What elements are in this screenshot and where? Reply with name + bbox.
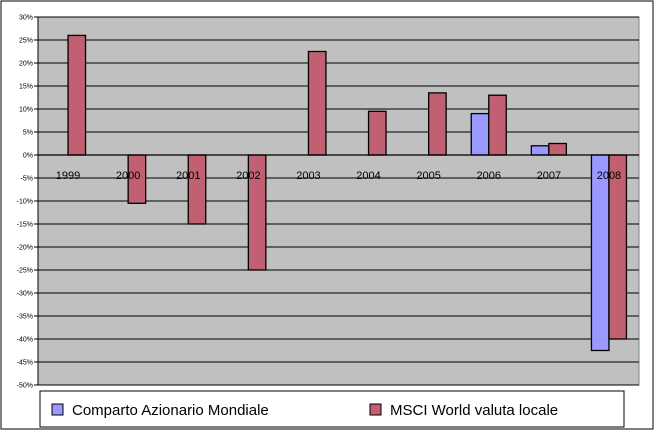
bar-msci-2001 xyxy=(187,154,207,225)
x-tick-label-2001: 2001 xyxy=(176,170,200,182)
x-tick-label-2007: 2007 xyxy=(537,170,561,182)
legend-label-msci: MSCI World valuta locale xyxy=(390,402,558,419)
y-tick-label: 10% xyxy=(19,107,33,114)
bar-msci-2003 xyxy=(307,50,327,156)
y-tick-label: 20% xyxy=(19,61,33,68)
y-tick-label: -45% xyxy=(17,360,33,367)
y-tick-label: -40% xyxy=(17,337,33,344)
y-tick-label: -25% xyxy=(17,268,33,275)
y-tick-label: -5% xyxy=(21,176,33,183)
x-tick-label-2002: 2002 xyxy=(236,170,260,182)
legend-swatch-comparto xyxy=(51,403,64,416)
legend xyxy=(39,390,625,428)
y-tick-label: -10% xyxy=(17,199,33,206)
y-tick-label: -50% xyxy=(17,383,33,390)
x-tick-label-2004: 2004 xyxy=(356,170,380,182)
bar-comparto-2007 xyxy=(530,145,550,156)
legend-swatch-msci xyxy=(369,403,382,416)
y-tick-label: -20% xyxy=(17,245,33,252)
x-tick-label-2005: 2005 xyxy=(416,170,440,182)
y-tick-label: -35% xyxy=(17,314,33,321)
y-tick-label: 0% xyxy=(23,153,33,160)
bar-msci-2005 xyxy=(427,92,447,156)
bar-comparto-2008 xyxy=(590,154,610,352)
bar-msci-1999 xyxy=(67,34,87,156)
bar-comparto-2006 xyxy=(470,112,490,156)
y-tick-label: -30% xyxy=(17,291,33,298)
x-tick-label-2006: 2006 xyxy=(477,170,501,182)
bar-msci-2006 xyxy=(488,94,507,156)
y-tick-label: -15% xyxy=(17,222,33,229)
x-tick-label-2008: 2008 xyxy=(597,170,621,182)
x-tick-label-1999: 1999 xyxy=(56,170,80,182)
y-tick-label: 5% xyxy=(23,130,33,137)
legend-label-comparto: Comparto Azionario Mondiale xyxy=(72,402,269,419)
bar-msci-2008 xyxy=(608,154,628,340)
x-tick-label-2000: 2000 xyxy=(116,170,140,182)
gridlines xyxy=(38,16,639,386)
bar-msci-2004 xyxy=(367,110,387,156)
y-tick-label: 25% xyxy=(19,38,33,45)
bar-msci-2007 xyxy=(548,142,567,156)
y-tick-label: 15% xyxy=(19,84,33,91)
x-tick-label-2003: 2003 xyxy=(296,170,320,182)
y-tick-label: 30% xyxy=(19,15,33,22)
